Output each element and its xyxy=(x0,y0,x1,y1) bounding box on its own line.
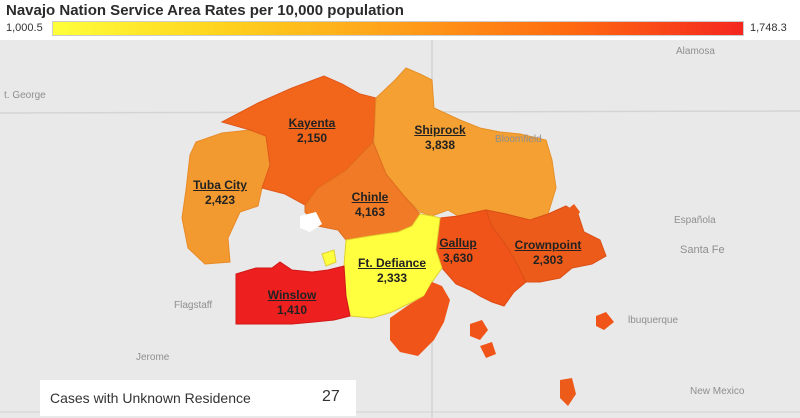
region-value: 4,163 xyxy=(354,205,386,219)
region-shape-fragment[interactable] xyxy=(480,342,496,358)
region-label-shiprock[interactable]: Shiprock 3,838 xyxy=(414,123,465,153)
region-label-winslow[interactable]: Winslow 1,410 xyxy=(268,288,317,318)
place-label-new-mexico: New Mexico xyxy=(690,386,745,397)
region-name: Tuba City xyxy=(193,178,247,192)
region-shape-winslow[interactable] xyxy=(235,261,351,325)
region-name: Winslow xyxy=(267,288,317,302)
region-shape-tuba-city[interactable] xyxy=(181,129,271,265)
region-value: 3,838 xyxy=(424,138,456,152)
region-shape-small-yellow[interactable] xyxy=(321,249,337,267)
legend-min-label: 1,000.5 xyxy=(6,22,43,34)
region-label-kayenta[interactable]: Kayenta 2,150 xyxy=(289,116,336,146)
region-value: 2,150 xyxy=(296,131,328,145)
region-label-ft-defiance[interactable]: Ft. Defiance 2,333 xyxy=(358,256,426,286)
place-label-bloomfield: Bloomfield xyxy=(495,134,542,145)
region-value: 2,303 xyxy=(532,253,564,267)
region-label-tuba-city[interactable]: Tuba City 2,423 xyxy=(193,178,247,208)
region-shape-shiprock[interactable] xyxy=(373,67,557,221)
place-label-albuquerque: lbuquerque xyxy=(628,315,679,326)
region-shape-fragment[interactable] xyxy=(470,320,488,340)
place-label-espanola: Española xyxy=(674,215,716,226)
map-svg xyxy=(0,40,800,418)
region-label-crownpoint[interactable]: Crownpoint 2,303 xyxy=(515,238,582,268)
region-name: Kayenta xyxy=(288,116,336,130)
region-shape-fragment[interactable] xyxy=(390,282,450,356)
region-value: 2,333 xyxy=(376,271,408,285)
place-label-flagstaff: Flagstaff xyxy=(174,300,213,311)
place-label-jerome: Jerome xyxy=(136,352,170,363)
region-name: Shiprock xyxy=(414,123,466,137)
region-value: 1,410 xyxy=(276,303,308,317)
region-shape-crownpoint[interactable] xyxy=(485,205,607,283)
region-shape-fragment[interactable] xyxy=(560,378,576,406)
unknown-residence-panel: Cases with Unknown Residence 27 xyxy=(40,380,356,416)
region-value: 3,630 xyxy=(442,251,474,265)
region-label-chinle[interactable]: Chinle 4,163 xyxy=(352,190,389,220)
region-shape-crownpoint-fragment[interactable] xyxy=(562,204,580,224)
region-name: Gallup xyxy=(439,236,477,250)
region-shape-hopi-island xyxy=(300,212,322,232)
region-name: Ft. Defiance xyxy=(357,256,427,270)
place-label-santa-fe: Santa Fe xyxy=(680,244,725,256)
legend-gradient-bar xyxy=(52,21,744,36)
place-label-alamosa: Alamosa xyxy=(676,46,715,57)
legend-max-label: 1,748.3 xyxy=(750,22,787,34)
region-label-gallup[interactable]: Gallup 3,630 xyxy=(439,236,476,266)
unknown-residence-count: 27 xyxy=(322,388,340,405)
region-shape-fragment[interactable] xyxy=(596,312,614,330)
map-canvas[interactable]: t. George Alamosa Bloomfield Española Sa… xyxy=(0,40,800,418)
unknown-residence-label: Cases with Unknown Residence xyxy=(50,390,251,406)
place-label-st-george: t. George xyxy=(4,90,46,101)
region-value: 2,423 xyxy=(204,193,236,207)
map-title: Navajo Nation Service Area Rates per 10,… xyxy=(6,2,404,19)
region-name: Crownpoint xyxy=(514,238,582,252)
color-legend: 1,000.5 1,748.3 xyxy=(0,21,800,38)
region-name: Chinle xyxy=(351,190,389,204)
